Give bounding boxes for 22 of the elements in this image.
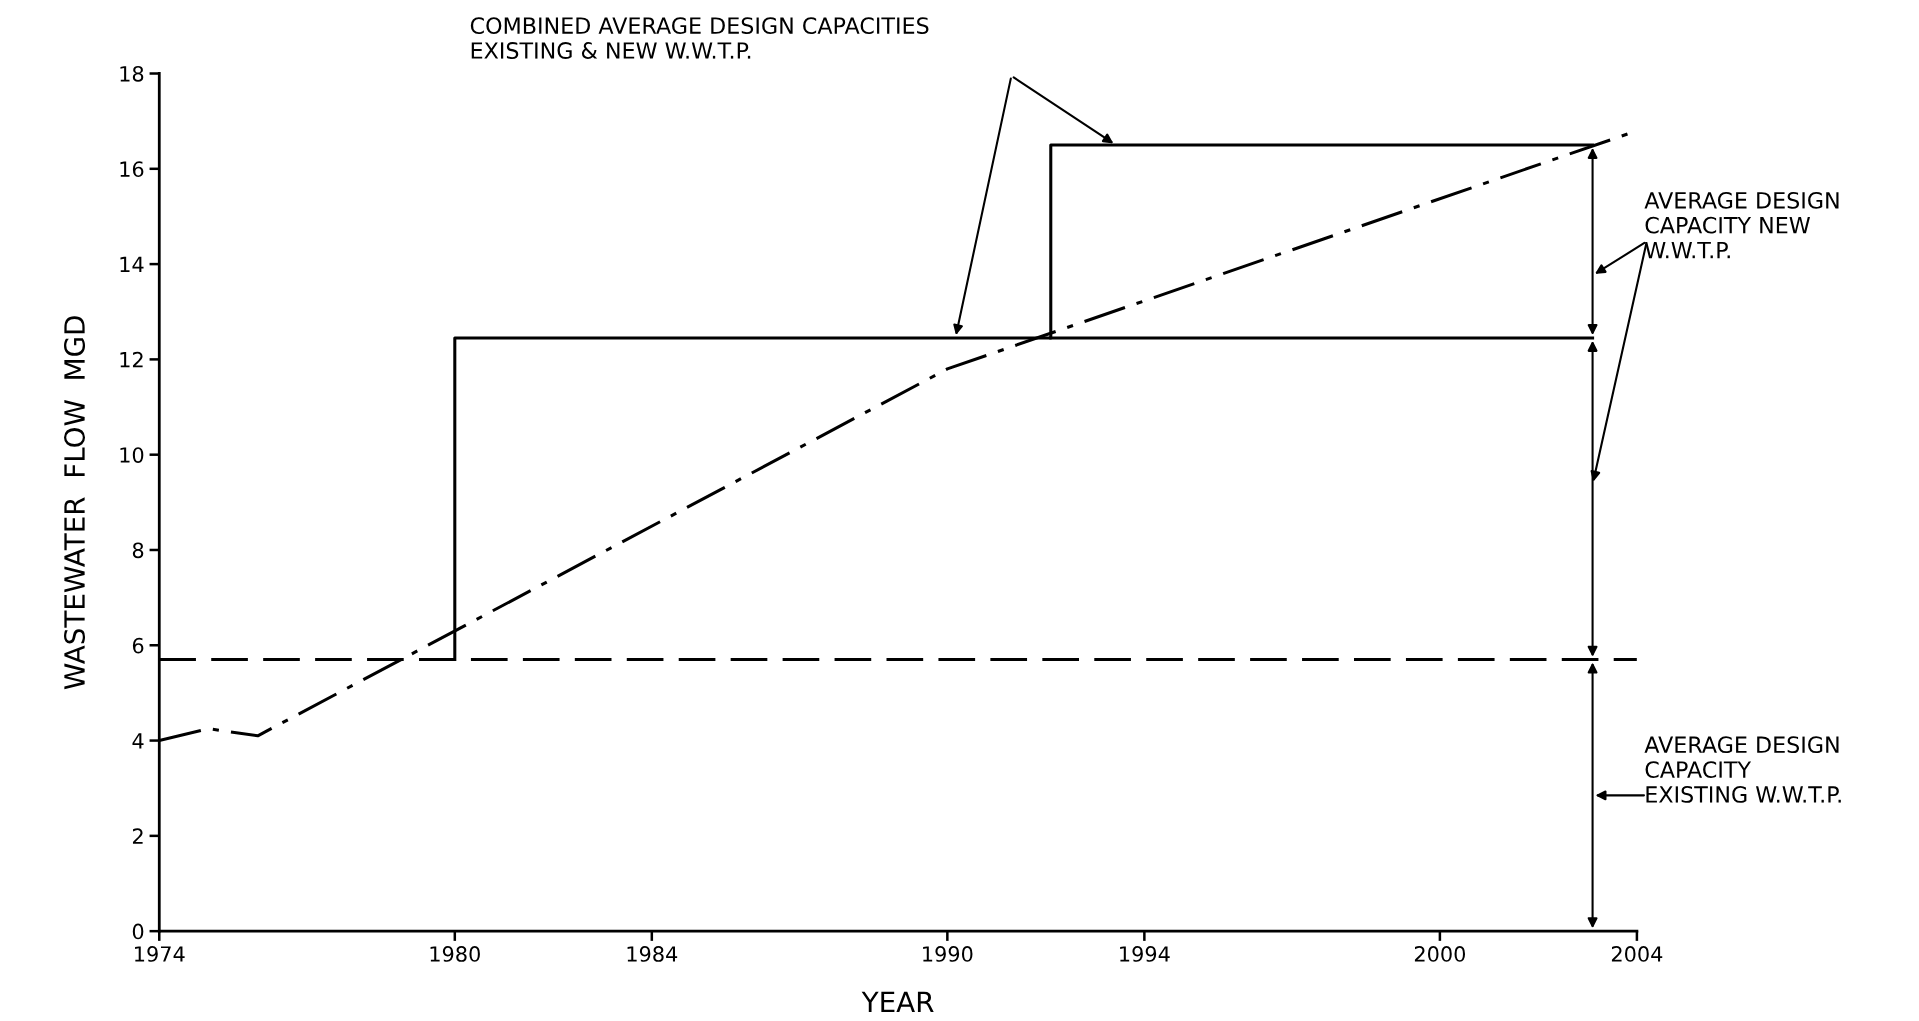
x-tick-label: 1980 [430,946,480,962]
x-tick-label: 1984 [627,946,678,962]
x-tick-label: 1990 [923,946,973,962]
x-tick-label: 2004 [1611,946,1663,962]
y-tick-label: 2 [132,828,143,844]
x-tick-label: 1994 [1120,946,1170,962]
x-axis-title: YEAR [861,991,934,1012]
text: COMBINED AVERAGE DESIGN CAPACITIES EXISTING & NEW W.W.T.P. [470,17,929,59]
y-tick-label: 18 [120,65,144,82]
x-tick-label: 2000 [1414,946,1466,962]
y-tick-label: 0 [132,923,144,940]
y-tick-label: 12 [120,351,143,368]
y-tick-label: 16 [120,161,144,178]
x-tick-label: 1974 [135,946,185,962]
y-axis-title: WASTEWATER FLOW MGD [64,316,86,690]
y-tick-label: 6 [132,637,144,654]
y-tick-label: 10 [120,447,144,463]
text: AVERAGE DESIGN CAPACITY EXISTING W.W.T.P. [1644,736,1841,803]
text: AVERAGE DESIGN CAPACITY NEW W.W.T.P. [1644,191,1839,259]
y-tick-label: 8 [132,542,144,559]
y-tick-label: 14 [120,256,144,273]
y-tick-label: 4 [132,733,144,749]
